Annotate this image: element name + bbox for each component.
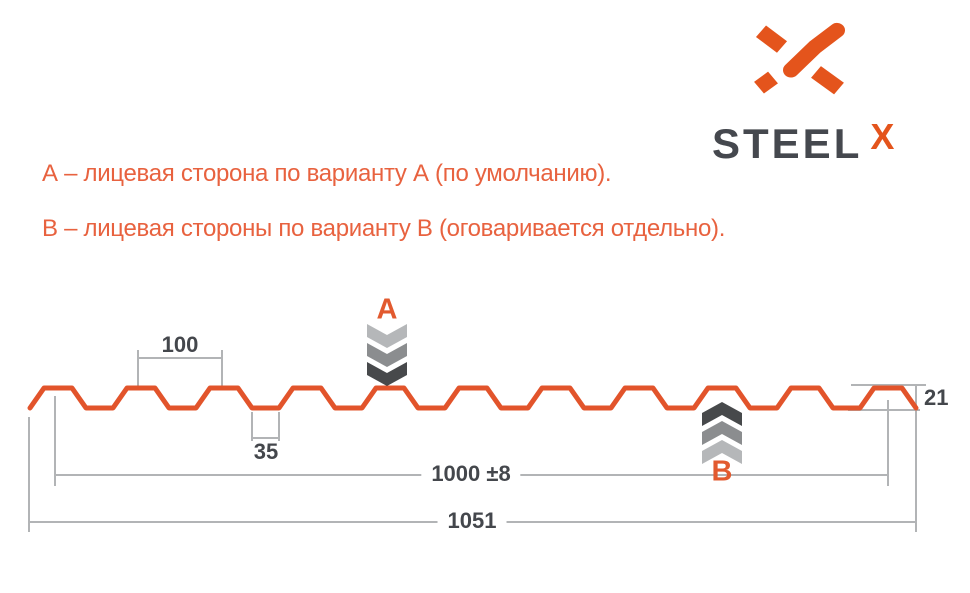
logo-arm-bottom-right [811, 66, 844, 95]
dim-label-working-width: 1000 ±8 [421, 461, 521, 487]
marker-b-label: В [711, 455, 733, 488]
brand-wordmark: STEEL X [712, 116, 894, 168]
dim-label-height: 21 [924, 385, 949, 410]
chevron-up-light [702, 440, 742, 464]
dimension-lines [28, 350, 926, 532]
brand-suffix: X [870, 116, 895, 157]
chevron-down-light [367, 324, 407, 348]
chevron-up-mid [702, 421, 742, 445]
logo-ribbon [783, 22, 845, 78]
note-line-b: В – лицевая стороны по варианту В (огова… [42, 215, 726, 242]
logo-arm-bottom-left [754, 71, 778, 94]
variant-a-arrow-icon [367, 324, 407, 386]
steelx-mark-icon [754, 22, 845, 95]
dim-lines-valley-35 [251, 412, 280, 441]
dim-label-pitch: 100 [161, 332, 199, 357]
dim-label-overall-width: 1051 [437, 508, 507, 534]
marker-a-label: А [376, 293, 398, 326]
chevron-down-mid [367, 343, 407, 367]
dim-label-valley: 35 [253, 439, 279, 464]
chevron-down-dark [367, 362, 407, 386]
chevron-up-dark [702, 402, 742, 426]
variant-b-arrow-icon [702, 402, 742, 464]
dim-lines-pitch-100 [137, 350, 223, 387]
brand-word: STEEL [712, 120, 863, 167]
profile-outline [27, 385, 919, 411]
brand-logo: STEEL X [710, 20, 940, 167]
logo-arm-top-left [755, 25, 788, 53]
note-line-a: А – лицевая сторона по варианту А (по ум… [42, 160, 612, 187]
